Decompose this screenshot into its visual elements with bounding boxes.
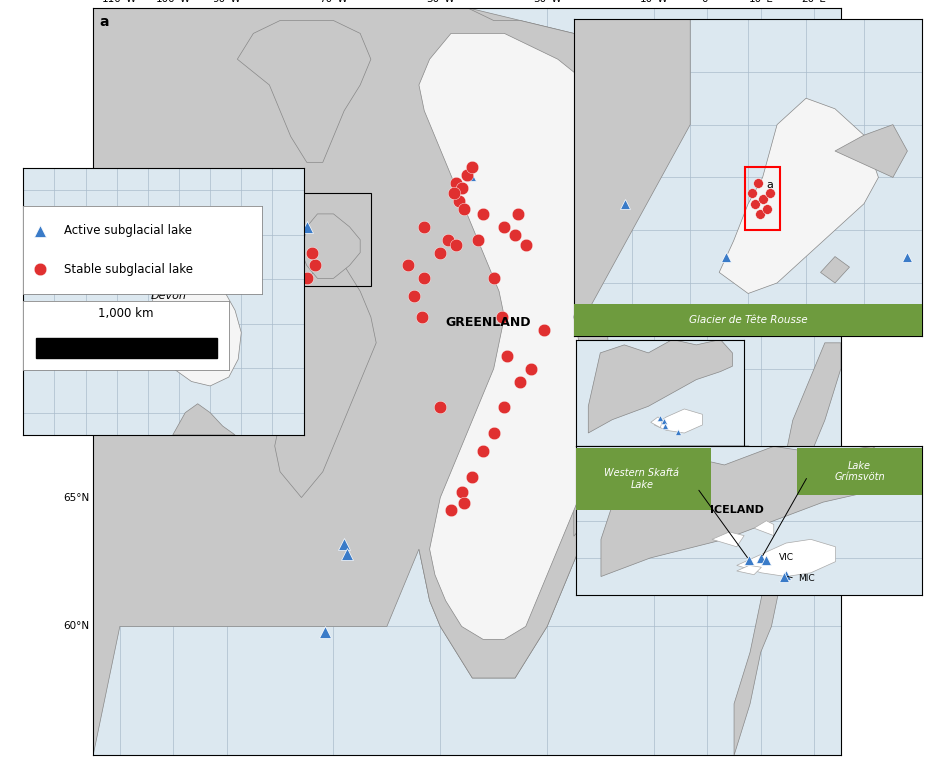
Text: 10°W: 10°W <box>640 0 668 4</box>
Text: Stable subglacial lake: Stable subglacial lake <box>64 262 192 275</box>
Polygon shape <box>588 340 732 433</box>
Polygon shape <box>737 565 761 575</box>
Text: 10°E: 10°E <box>748 0 773 4</box>
Text: 70°N: 70°N <box>64 364 90 374</box>
Polygon shape <box>651 417 663 427</box>
Text: 90°W: 90°W <box>212 0 241 4</box>
Polygon shape <box>712 532 744 547</box>
Polygon shape <box>173 404 235 435</box>
Polygon shape <box>821 256 850 283</box>
Text: 100°W: 100°W <box>156 0 191 4</box>
Text: VIC: VIC <box>779 553 794 562</box>
Polygon shape <box>93 8 616 755</box>
Text: ICELAND: ICELAND <box>710 504 764 514</box>
Bar <box>574 304 922 336</box>
Text: a: a <box>766 179 773 189</box>
Text: 70°W: 70°W <box>319 0 347 4</box>
Text: 65°N: 65°N <box>64 493 90 503</box>
Polygon shape <box>237 21 371 163</box>
Polygon shape <box>151 261 241 386</box>
Polygon shape <box>574 19 690 336</box>
Polygon shape <box>302 214 361 278</box>
Text: 110°W: 110°W <box>102 0 137 4</box>
Polygon shape <box>835 124 908 177</box>
Bar <box>35 339 217 358</box>
FancyBboxPatch shape <box>798 448 922 495</box>
Text: GREENLAND: GREENLAND <box>446 316 531 329</box>
Polygon shape <box>737 539 835 577</box>
Polygon shape <box>734 343 841 755</box>
Text: 50°W: 50°W <box>426 0 455 4</box>
Text: Western Skaftá
Lake: Western Skaftá Lake <box>604 468 679 490</box>
Polygon shape <box>408 8 616 678</box>
Polygon shape <box>275 266 376 497</box>
Polygon shape <box>23 168 304 435</box>
Polygon shape <box>419 34 611 639</box>
Text: a: a <box>99 15 108 29</box>
Polygon shape <box>601 446 898 577</box>
Text: 30°W: 30°W <box>532 0 561 4</box>
Polygon shape <box>655 409 702 433</box>
Polygon shape <box>754 520 773 536</box>
Polygon shape <box>573 446 638 536</box>
Text: Active subglacial lake: Active subglacial lake <box>64 224 191 237</box>
Text: MIC: MIC <box>799 574 815 583</box>
Bar <box>745 167 780 230</box>
Text: 0°: 0° <box>701 0 714 4</box>
Polygon shape <box>787 98 841 175</box>
Text: Lake
Grímsvötn: Lake Grímsvötn <box>834 461 885 482</box>
Polygon shape <box>719 98 878 294</box>
Text: Glacier de Tête Rousse: Glacier de Tête Rousse <box>688 315 808 325</box>
Text: 60°N: 60°N <box>64 621 90 632</box>
Text: Devon
Ice Cap: Devon Ice Cap <box>149 291 190 312</box>
Text: 1,000 km: 1,000 km <box>98 307 154 320</box>
FancyBboxPatch shape <box>573 448 711 510</box>
Bar <box>269 193 371 286</box>
Text: 20°E: 20°E <box>801 0 827 4</box>
